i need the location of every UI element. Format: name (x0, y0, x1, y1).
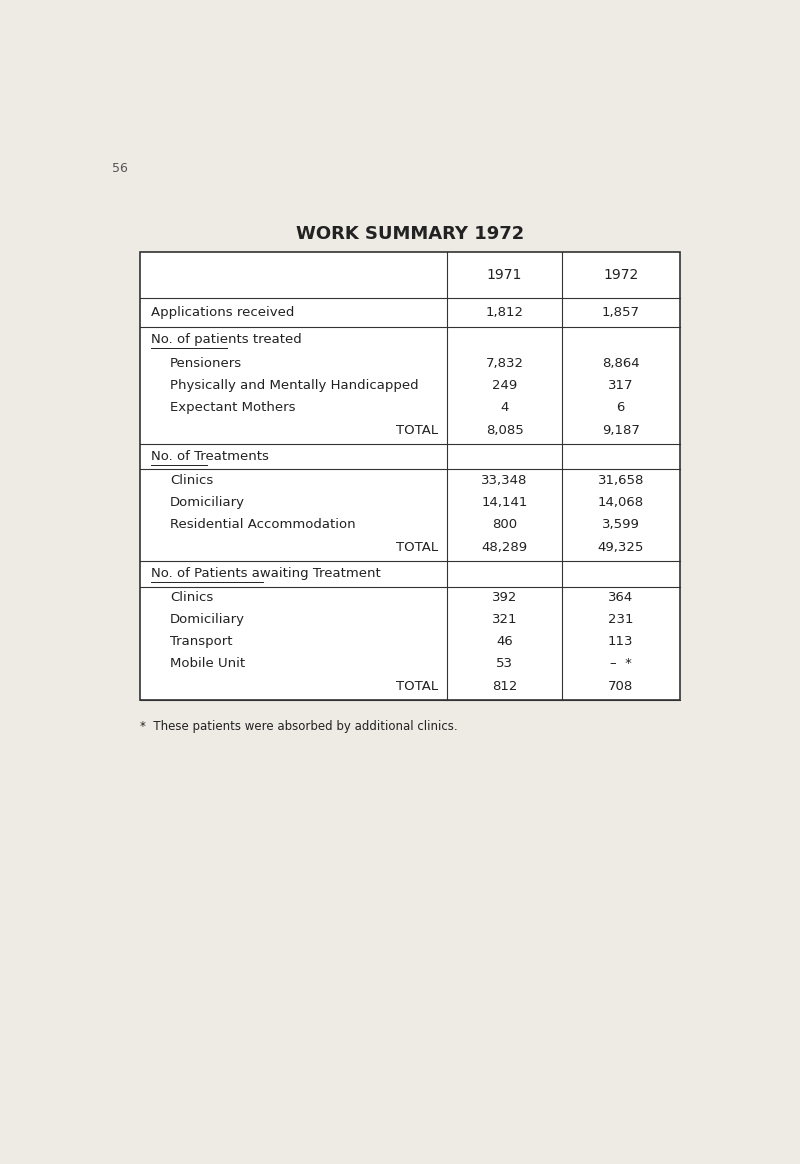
Text: TOTAL: TOTAL (396, 681, 438, 694)
Text: 708: 708 (608, 681, 634, 694)
Text: 317: 317 (608, 378, 634, 392)
Text: No. of Patients awaiting Treatment: No. of Patients awaiting Treatment (151, 567, 382, 580)
Text: 392: 392 (492, 591, 518, 604)
Text: Pensioners: Pensioners (170, 357, 242, 370)
Text: 46: 46 (496, 634, 513, 648)
Text: 1971: 1971 (487, 268, 522, 282)
Text: 7,832: 7,832 (486, 357, 523, 370)
Text: 33,348: 33,348 (482, 474, 528, 487)
Text: 9,187: 9,187 (602, 425, 640, 438)
Text: *  These patients were absorbed by additional clinics.: * These patients were absorbed by additi… (140, 719, 458, 732)
Text: 8,864: 8,864 (602, 357, 640, 370)
Text: 8,085: 8,085 (486, 425, 523, 438)
Text: Physically and Mentally Handicapped: Physically and Mentally Handicapped (170, 378, 418, 392)
Text: 249: 249 (492, 378, 517, 392)
Text: 3,599: 3,599 (602, 518, 640, 531)
Text: 53: 53 (496, 656, 513, 669)
Text: 364: 364 (608, 591, 634, 604)
Text: Clinics: Clinics (170, 591, 214, 604)
Text: Residential Accommodation: Residential Accommodation (170, 518, 356, 531)
Text: 4: 4 (500, 400, 509, 413)
Text: 31,658: 31,658 (598, 474, 644, 487)
Text: Domiciliary: Domiciliary (170, 496, 245, 509)
Text: TOTAL: TOTAL (396, 425, 438, 438)
Text: No. of patients treated: No. of patients treated (151, 333, 302, 346)
Text: WORK SUMMARY 1972: WORK SUMMARY 1972 (296, 225, 524, 243)
Text: 14,068: 14,068 (598, 496, 644, 509)
Text: Clinics: Clinics (170, 474, 214, 487)
Text: 1972: 1972 (603, 268, 638, 282)
Text: Transport: Transport (170, 634, 233, 648)
Text: 1,812: 1,812 (486, 306, 523, 319)
Text: 800: 800 (492, 518, 517, 531)
Text: 6: 6 (617, 400, 625, 413)
Text: 231: 231 (608, 613, 634, 626)
Text: 49,325: 49,325 (598, 541, 644, 554)
Text: Expectant Mothers: Expectant Mothers (170, 400, 295, 413)
Text: 113: 113 (608, 634, 634, 648)
Text: 14,141: 14,141 (482, 496, 528, 509)
Text: 321: 321 (492, 613, 518, 626)
Text: Domiciliary: Domiciliary (170, 613, 245, 626)
Text: No. of Treatments: No. of Treatments (151, 450, 270, 463)
Text: 56: 56 (112, 162, 128, 175)
Text: Applications received: Applications received (151, 306, 295, 319)
Text: –  *: – * (610, 656, 632, 669)
Text: 1,857: 1,857 (602, 306, 640, 319)
Text: 48,289: 48,289 (482, 541, 528, 554)
Text: TOTAL: TOTAL (396, 541, 438, 554)
Text: Mobile Unit: Mobile Unit (170, 656, 245, 669)
Text: 812: 812 (492, 681, 518, 694)
